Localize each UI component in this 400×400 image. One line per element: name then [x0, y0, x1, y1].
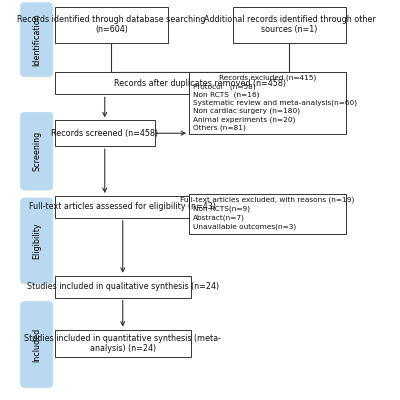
Text: Full-text articles excluded, with reasons (n=19): Full-text articles excluded, with reason…: [180, 197, 355, 204]
FancyBboxPatch shape: [189, 194, 346, 234]
FancyBboxPatch shape: [54, 330, 191, 358]
Text: Studies included in quantitative synthesis (meta-
analysis) (n=24): Studies included in quantitative synthes…: [24, 334, 221, 353]
FancyBboxPatch shape: [20, 302, 53, 387]
Text: Abstract(n=7): Abstract(n=7): [193, 215, 245, 221]
FancyBboxPatch shape: [54, 7, 168, 42]
Text: Studies included in qualitative synthesis (n=24): Studies included in qualitative synthesi…: [27, 282, 219, 291]
FancyBboxPatch shape: [54, 72, 346, 94]
FancyBboxPatch shape: [189, 72, 346, 134]
FancyBboxPatch shape: [54, 120, 155, 146]
FancyBboxPatch shape: [54, 196, 191, 218]
Text: Unavailable outcomes(n=3): Unavailable outcomes(n=3): [193, 224, 296, 230]
FancyBboxPatch shape: [54, 276, 191, 298]
Text: Animal experiments (n=20): Animal experiments (n=20): [193, 116, 295, 123]
Text: Non cardiac surgery (n=180): Non cardiac surgery (n=180): [193, 108, 300, 114]
Text: Identification: Identification: [32, 13, 41, 66]
FancyBboxPatch shape: [20, 3, 53, 76]
Text: Full-text articles assessed for eligibility (n=43): Full-text articles assessed for eligibil…: [29, 202, 216, 212]
Text: Non RCTS(n=9): Non RCTS(n=9): [193, 206, 250, 212]
Text: Included: Included: [32, 327, 41, 362]
Text: Systematic review and meta-analysis(n=60): Systematic review and meta-analysis(n=60…: [193, 100, 357, 106]
Text: Records excluded (n=415): Records excluded (n=415): [219, 75, 316, 82]
Text: Screening: Screening: [32, 131, 41, 171]
Text: Others (n=81): Others (n=81): [193, 124, 246, 131]
Text: Non RCTS  (n=16): Non RCTS (n=16): [193, 92, 259, 98]
Text: Protocol   (n=58): Protocol (n=58): [193, 83, 256, 90]
FancyBboxPatch shape: [20, 112, 53, 190]
FancyBboxPatch shape: [20, 198, 53, 284]
Text: Additional records identified through other
sources (n=1): Additional records identified through ot…: [204, 15, 375, 34]
Text: Eligibility: Eligibility: [32, 222, 41, 259]
Text: Records identified through database searching
(n=604): Records identified through database sear…: [17, 15, 206, 34]
Text: Records after duplicates removed (n=458): Records after duplicates removed (n=458): [114, 79, 286, 88]
FancyBboxPatch shape: [233, 7, 346, 42]
Text: Records screened (n=458): Records screened (n=458): [51, 129, 158, 138]
